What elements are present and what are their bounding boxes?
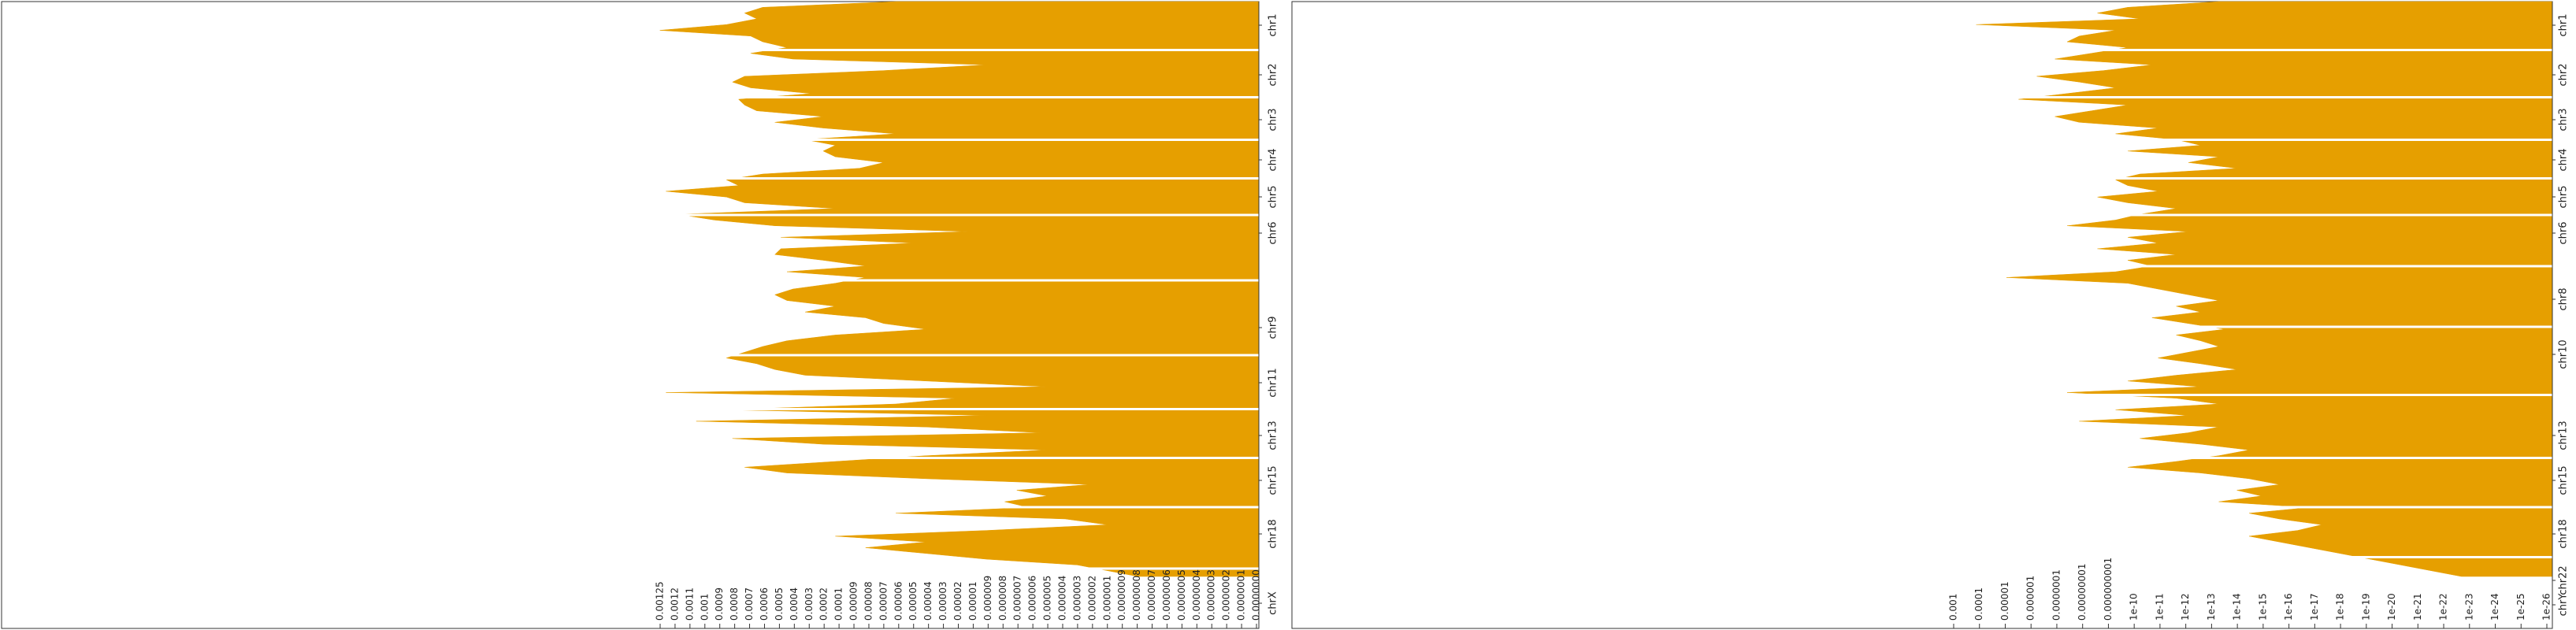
tick-label: 0.00125: [655, 581, 666, 621]
tick-label: 0.0012: [669, 587, 680, 621]
tick-label: 0.0000003: [1206, 569, 1217, 621]
chromosome-label: chr4: [1268, 148, 1279, 171]
chromosome-label: chr9: [1268, 316, 1279, 339]
tick-label: 0.0000001: [2051, 569, 2062, 621]
tick-label: 0.00009: [848, 581, 859, 621]
chromosome-label: chr6: [2558, 221, 2570, 244]
chromosome-label: chr15: [1268, 465, 1279, 495]
left-panel: chr1 chr2 chr3 chr4 chr5 chr6 chr9 chr11 chr13 ch…: [1, 1, 1279, 629]
tick-label: 0.00001: [1999, 581, 2010, 621]
tick-label: 0.0003: [804, 587, 815, 621]
chromosome-label: chr13: [2558, 421, 2570, 450]
tick-label: 0.00002: [952, 581, 963, 621]
coverage-area: [1976, 1, 2553, 577]
tick-label: 0.000001: [2025, 576, 2036, 621]
tick-label: 0.0004: [789, 587, 800, 621]
tick-label: 1e-21: [2412, 593, 2423, 621]
tick-label: 0.000009: [982, 576, 993, 621]
tick-label: 0.0000005: [1176, 569, 1187, 621]
tick-label: 0.000007: [1012, 576, 1023, 621]
tick-label: 0.000008: [997, 576, 1008, 621]
chromosome-label: chr5: [1268, 185, 1279, 208]
tick-label: 0.00000001: [2077, 563, 2088, 621]
tick-label: 0.00006: [893, 581, 904, 621]
tick-label: 1e-11: [2154, 593, 2165, 621]
tick-label: 0.0002: [818, 587, 830, 621]
chromosome-label: chr13: [1268, 421, 1279, 450]
tick-label: 0.000001: [1101, 576, 1112, 621]
tick-label: 0.00003: [937, 581, 948, 621]
tick-label: 0.0006: [759, 587, 770, 621]
tick-label: 0.0001: [833, 587, 844, 621]
chromosome-label: chr3: [1268, 108, 1279, 131]
tick-label: 0.0000009: [1116, 569, 1127, 621]
chromosome-label: chr15: [2558, 465, 2570, 495]
right-panel: chr1 chr2 chr3 chr4 chr5 chr6 chr8 chr10 chr13 ch…: [1291, 1, 2570, 629]
tick-label: 0.0000004: [1191, 569, 1202, 621]
tick-label: 0.0000006: [1161, 569, 1172, 621]
tick-label: 0.0000002: [1221, 569, 1232, 621]
tick-label: 0.0000008: [1131, 569, 1142, 621]
tick-label: 0.0001: [1973, 587, 1984, 621]
tick-label: 1e-20: [2386, 593, 2397, 621]
tick-label: 1e-10: [2129, 593, 2140, 621]
tick-label: 0.001: [699, 594, 710, 621]
tick-label: 0.0007: [744, 587, 755, 621]
tick-label: 0.00008: [863, 581, 874, 621]
tick-label: 1e-25: [2515, 593, 2526, 621]
tick-label: 1e-26: [2541, 593, 2552, 621]
tick-label: 0.000006: [1027, 576, 1038, 621]
tick-label: 0.0008: [729, 587, 740, 621]
tick-label: 1e-16: [2283, 593, 2294, 621]
tick-label: 0.0000007: [1146, 569, 1157, 621]
chromosome-label: chr4: [2558, 148, 2570, 171]
tick-label: 1e-22: [2438, 593, 2449, 621]
tick-label: 0.00004: [922, 581, 934, 621]
tick-label: 1e-13: [2206, 593, 2217, 621]
chromosome-label: chr6: [1268, 221, 1279, 244]
chromosome-label: chr10: [2558, 339, 2570, 369]
tick-label: 1e-17: [2309, 593, 2320, 621]
tick-label: 1e-14: [2232, 593, 2243, 621]
chromosome-label: chr18: [2558, 519, 2570, 548]
chromosome-label: chr2: [2558, 63, 2570, 86]
tick-label: 0.00001: [967, 581, 978, 621]
tick-label: 1e-23: [2463, 593, 2474, 621]
chromosome-label: chr1: [2558, 13, 2570, 36]
tick-label: 0.0005: [774, 587, 785, 621]
tick-label: 0.000002: [1086, 576, 1097, 621]
tick-label: 0.000005: [1042, 576, 1053, 621]
tick-label: 1e-24: [2489, 593, 2500, 621]
chromosome-label: chrY: [2558, 594, 2570, 617]
tick-label: 1e-12: [2180, 593, 2191, 621]
tick-label: 0.000004: [1056, 576, 1067, 621]
chromosome-label: chr8: [2558, 287, 2570, 310]
tick-label: 0.0009: [714, 587, 725, 621]
chromosome-label: chr5: [2558, 185, 2570, 208]
tick-label: 1e-19: [2360, 593, 2371, 621]
chromosome-label: chr11: [1268, 368, 1279, 397]
chromosome-label: chr2: [1268, 63, 1279, 86]
tick-label: 0.0011: [684, 587, 695, 621]
tick-label: 1e-15: [2257, 593, 2268, 621]
chromosome-label: chr3: [2558, 108, 2570, 131]
chromosome-label: chr18: [1268, 519, 1279, 548]
tick-label: 1e-18: [2335, 593, 2346, 621]
tick-label: 0.00007: [878, 581, 889, 621]
tick-label: 0.000000001: [2103, 558, 2114, 621]
chromosome-label: chr1: [1268, 13, 1279, 36]
coverage-area: [659, 1, 1260, 577]
tick-label: 0.0000000: [1251, 569, 1262, 621]
tick-label: 0.000003: [1071, 576, 1082, 621]
tick-label: 0.00005: [908, 581, 919, 621]
chromosome-label: chr22: [2558, 565, 2570, 595]
chromosome-label: chrX: [1268, 591, 1279, 615]
tick-label: 0.001: [1948, 594, 1959, 621]
tick-label: 0.0000001: [1236, 569, 1247, 621]
